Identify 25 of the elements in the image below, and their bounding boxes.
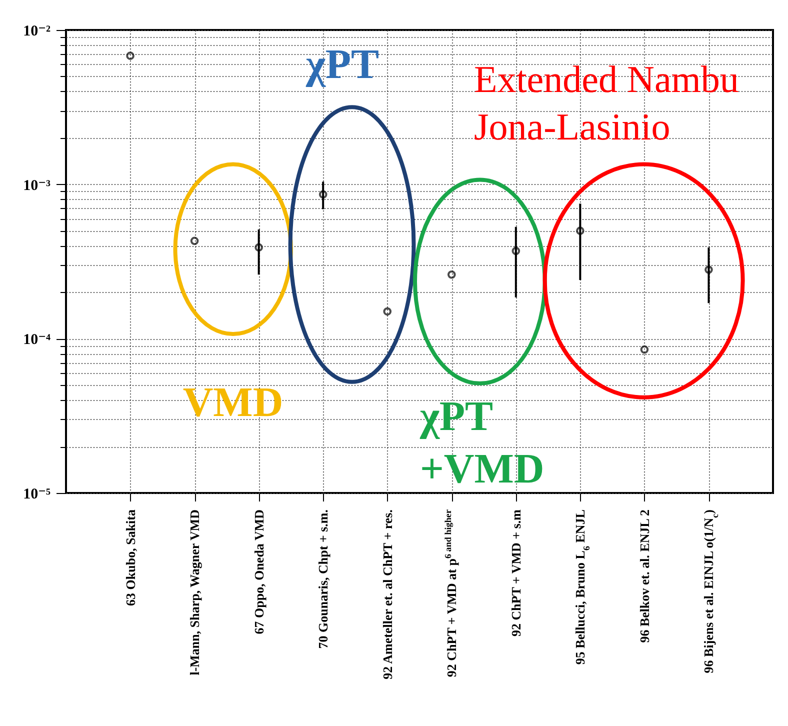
point xyxy=(576,226,584,235)
annotation: VMD xyxy=(182,380,284,426)
y-tick-label: 10⁻⁵ xyxy=(23,486,51,502)
point xyxy=(126,52,134,60)
x-tick-label: 96 Belkov et. al. ENJL 2 xyxy=(636,510,652,643)
point xyxy=(640,345,649,354)
point xyxy=(318,190,328,199)
x-tick-label: 67 Oppo, Oneda VMD xyxy=(251,510,266,634)
y-tick-label: 10⁻² xyxy=(23,24,51,40)
x-tick-label: 92 ChPT + VMD + s.m xyxy=(508,509,524,637)
y-tick-label: 10⁻⁴ xyxy=(23,332,51,348)
point xyxy=(254,243,263,252)
x-tick-label: l-Mann, Sharp, Wagner VMD xyxy=(187,510,202,676)
x-tick-label: 92 Ameteller et. al ChPT + res. xyxy=(380,510,395,680)
point xyxy=(704,266,713,274)
point xyxy=(383,307,392,316)
x-tick-label: 63 Okubo, Sakita xyxy=(122,509,138,606)
point xyxy=(190,236,199,246)
annotation: χPT +VMD xyxy=(419,394,544,492)
point xyxy=(447,270,456,279)
y-tick-label: 10⁻³ xyxy=(23,178,51,194)
annotation: χPT xyxy=(305,42,380,88)
point xyxy=(512,246,520,256)
x-tick-label: 70 Gounaris, Chpt + s.m. xyxy=(316,510,331,649)
annotation: Extended Nambu Jona-Lasinio xyxy=(474,59,739,148)
